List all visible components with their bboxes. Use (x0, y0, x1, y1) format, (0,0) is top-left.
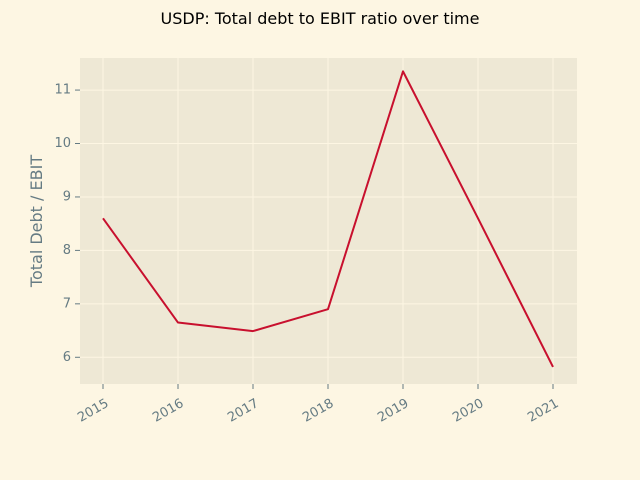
y-tick-label: 8 (63, 243, 71, 258)
y-tick-label: 9 (63, 189, 71, 204)
series-layer (102, 70, 554, 368)
x-tick-label: 2015 (75, 396, 111, 426)
x-tick-label: 2018 (300, 396, 336, 426)
y-tick-label: 6 (63, 350, 71, 365)
x-tick-label: 2016 (150, 396, 186, 426)
y-axis-label: Total Debt / EBIT (27, 155, 46, 288)
y-axis-ticks: 6 7 8 9 10 11 (54, 83, 80, 365)
x-tick-label: 2020 (450, 396, 486, 426)
x-tick-label: 2021 (525, 396, 561, 426)
y-tick-label: 10 (54, 136, 71, 151)
y-tick-label: 11 (54, 83, 71, 98)
chart-title: USDP: Total debt to EBIT ratio over time (161, 9, 480, 28)
y-tick-label: 7 (63, 296, 71, 311)
x-tick-label: 2017 (225, 396, 261, 426)
x-tick-label: 2019 (375, 396, 411, 426)
series-line (102, 70, 554, 368)
x-axis-ticks: 2015 2016 2017 2018 2019 2020 2021 (75, 384, 561, 426)
